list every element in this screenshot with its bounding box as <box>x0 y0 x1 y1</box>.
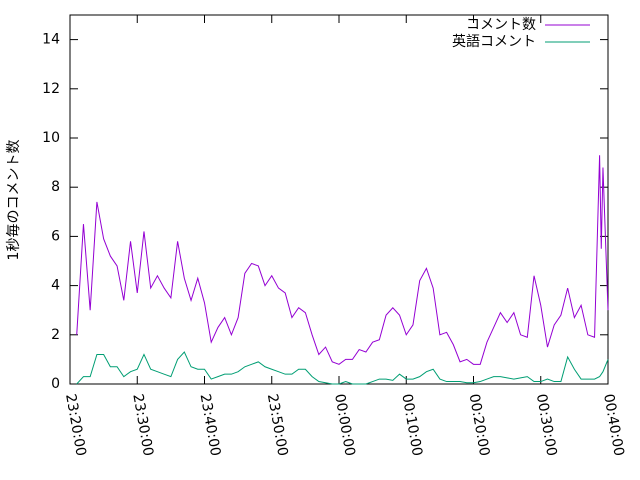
series-line <box>76 351 609 385</box>
x-tick-label: 00:20:00 <box>466 393 493 458</box>
y-tick-label: 10 <box>42 130 60 146</box>
x-tick-label: 23:20:00 <box>62 393 89 458</box>
y-axis-label: 1秒毎のコメント数 <box>6 140 22 261</box>
x-tick-label: 00:10:00 <box>398 393 425 458</box>
y-tick-label: 14 <box>42 32 60 48</box>
x-tick-label: 00:30:00 <box>533 393 560 458</box>
y-tick-label: 8 <box>51 179 60 195</box>
legend-label: コメント数 <box>466 17 536 33</box>
y-tick-label: 12 <box>42 81 60 97</box>
x-tick-label: 00:40:00 <box>600 393 627 458</box>
x-tick-label: 23:40:00 <box>197 393 224 458</box>
x-tick-label: 23:50:00 <box>264 393 291 458</box>
series-line <box>76 155 609 365</box>
y-tick-label: 6 <box>51 228 60 244</box>
plot-frame <box>69 14 609 385</box>
y-tick-label: 2 <box>51 327 60 343</box>
y-tick-label: 0 <box>51 376 60 392</box>
x-tick-label: 23:30:00 <box>129 393 156 458</box>
x-tick-label: 00:00:00 <box>331 393 358 458</box>
y-tick-label: 4 <box>51 278 60 294</box>
legend-label: 英語コメント <box>452 33 536 50</box>
